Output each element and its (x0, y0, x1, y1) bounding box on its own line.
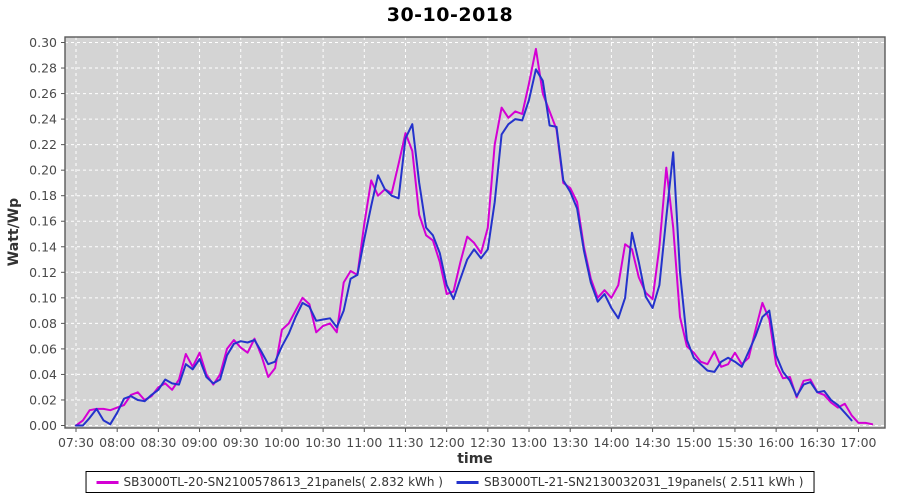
x-tick-label: 08:00 (99, 435, 135, 450)
x-tick-label: 13:00 (511, 435, 547, 450)
legend: SB3000TL-20-SN2100578613_21panels( 2.832… (85, 471, 815, 493)
y-tick-label: 0.10 (29, 290, 57, 305)
y-tick-label: 0.28 (29, 61, 57, 76)
x-tick-label: 12:30 (470, 435, 506, 450)
x-tick-label: 17:00 (840, 435, 876, 450)
y-tick-label: 0.14 (29, 239, 57, 254)
y-tick-label: 0.08 (29, 316, 57, 331)
chart-title: 30-10-2018 (386, 4, 514, 26)
series2-line-swatch (457, 480, 479, 484)
x-tick-label: 07:30 (58, 435, 94, 450)
y-tick-label: 0.30 (29, 35, 57, 50)
series1-line-swatch (96, 480, 119, 484)
x-tick-label: 15:00 (676, 435, 712, 450)
y-tick-label: 0.20 (29, 163, 57, 178)
y-tick-label: 0.04 (29, 367, 57, 382)
y-tick-label: 0.06 (29, 341, 57, 356)
x-tick-label: 10:30 (305, 435, 341, 450)
x-tick-label: 09:00 (182, 435, 218, 450)
legend-label-series2: SB3000TL-21-SN2130032031_19panels( 2.511… (484, 475, 804, 489)
plot-border (64, 36, 886, 429)
y-tick-label: 0.26 (29, 86, 57, 101)
plot-area: 0.00 0.02 0.04 0.06 0.08 0.10 0.12 0.14 0.16 0.18… (29, 35, 886, 450)
x-tick-label: 14:30 (635, 435, 671, 450)
x-tick-label: 13:30 (552, 435, 588, 450)
y-tick-label: 0.16 (29, 214, 57, 229)
x-tick-label: 08:30 (140, 435, 176, 450)
y-tick-label: 0.22 (29, 137, 57, 152)
legend-item-series2: SB3000TL-21-SN2130032031_19panels( 2.511… (457, 475, 803, 489)
y-tick-label: 0.02 (29, 392, 57, 407)
x-tick-label: 16:00 (758, 435, 794, 450)
x-axis-title: time (457, 451, 493, 467)
x-tick-label: 16:30 (799, 435, 835, 450)
y-tick-label: 0.18 (29, 188, 57, 203)
x-tick-label: 10:00 (264, 435, 300, 450)
legend-item-series1: SB3000TL-20-SN2100578613_21panels( 2.832… (96, 475, 443, 489)
x-tick-label: 12:00 (429, 435, 465, 450)
y-tick-label: 0.00 (29, 418, 57, 433)
plot-background (65, 37, 885, 428)
y-axis-title: Watt/Wp (6, 197, 22, 267)
y-tick-label: 0.24 (29, 112, 57, 127)
y-tick-label: 0.12 (29, 265, 57, 280)
x-tick-label: 11:00 (346, 435, 382, 450)
legend-label-series1: SB3000TL-20-SN2100578613_21panels( 2.832… (123, 475, 443, 489)
x-tick-label: 11:30 (387, 435, 423, 450)
x-tick-label: 09:30 (223, 435, 259, 450)
series-line-2 (75, 68, 853, 427)
x-tick-label: 14:00 (593, 435, 629, 450)
x-tick-label: 15:30 (717, 435, 753, 450)
